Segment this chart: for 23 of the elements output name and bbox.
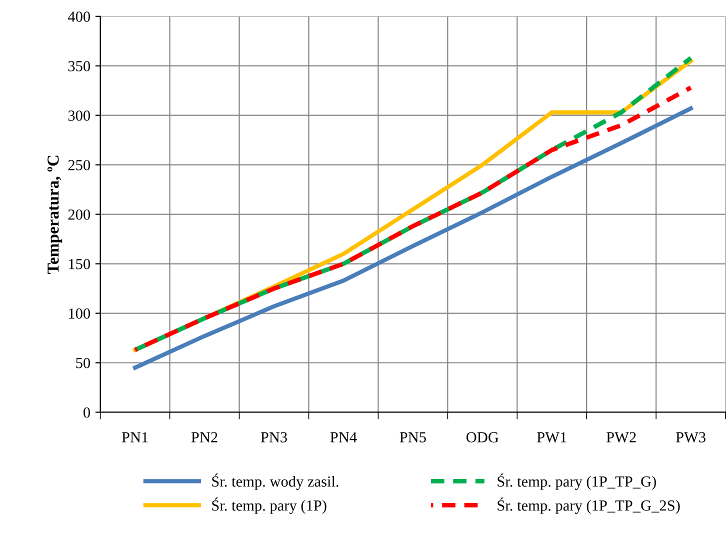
y-tick-label: 200 [68,209,90,220]
y-tick-label: 300 [68,110,90,121]
x-tick-label: PN1 [122,432,148,442]
legend-label: Śr. temp. pary (1P) [212,497,326,514]
y-tick-label: 350 [68,61,90,72]
legend-label: Śr. temp. pary (1P_TP_G) [498,473,656,490]
x-tick-label: PW2 [606,432,636,443]
x-tick-label: PN5 [400,432,426,442]
x-tick-label: PN2 [191,432,218,442]
y-tick-label: 250 [68,160,90,170]
x-tick-label: PW3 [676,432,706,443]
x-tick-label: ODG [466,432,498,442]
x-tick-label: PN3 [260,432,287,442]
y-axis-title: Temperatura, ºC [48,156,62,274]
x-tick-label: PW1 [537,432,566,443]
y-tick-label: 400 [68,12,90,22]
y-tick-label: 0 [84,407,90,418]
legend-label: Śr. temp. wody zasil. [212,473,338,490]
x-tick-label: PN4 [330,432,357,442]
y-tick-label: 50 [76,358,90,368]
y-tick-label: 100 [69,308,90,319]
legend-label: Śr. temp. pary (1P_TP_G_2S) [498,497,680,514]
y-tick-label: 150 [69,258,90,270]
